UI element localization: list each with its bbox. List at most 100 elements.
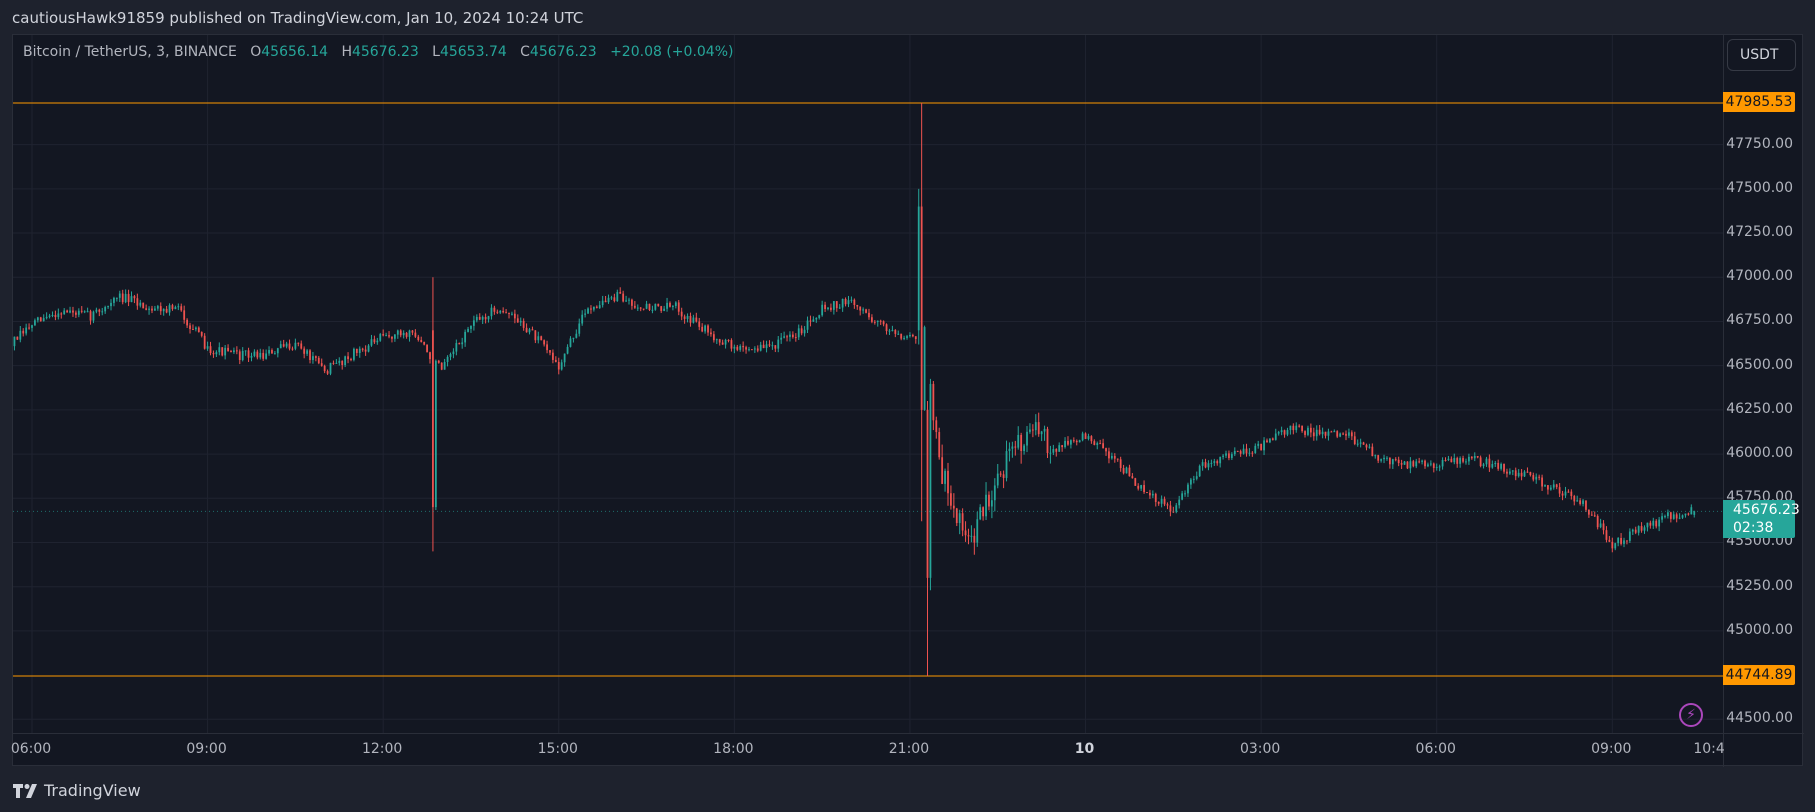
chart-pane[interactable] xyxy=(12,34,1804,767)
candle-body xyxy=(1157,501,1160,504)
candle-body xyxy=(1640,526,1643,531)
candle-body xyxy=(1336,431,1339,437)
candle-body xyxy=(914,336,917,340)
candle-body xyxy=(1602,523,1605,531)
candle-body xyxy=(830,307,832,310)
candle-body xyxy=(1438,466,1441,468)
candle-body xyxy=(1497,462,1500,469)
candle-body xyxy=(1233,450,1236,455)
candle-body xyxy=(1476,455,1479,458)
candle-body xyxy=(92,311,95,321)
candle-body xyxy=(60,313,63,315)
candle-body xyxy=(1236,450,1239,452)
candle-body xyxy=(1444,460,1447,462)
candle-body xyxy=(657,303,660,307)
candle-body xyxy=(1143,485,1145,493)
candle-body xyxy=(1295,425,1298,431)
candle-body xyxy=(1187,484,1189,494)
candle-body xyxy=(496,311,499,313)
candle-body xyxy=(1353,436,1356,444)
candle-body xyxy=(1514,470,1517,477)
candle-body xyxy=(777,339,780,349)
candle-body xyxy=(686,315,689,319)
candle-body xyxy=(920,206,923,410)
candle-body xyxy=(159,306,162,312)
candle-body xyxy=(89,311,92,321)
candle-body xyxy=(36,317,39,321)
candle-body xyxy=(888,330,891,332)
candle-body xyxy=(1587,509,1590,515)
candle-body xyxy=(1228,453,1230,459)
candle-body xyxy=(22,330,25,334)
candle-body xyxy=(824,304,826,309)
tradingview-logo-icon xyxy=(13,783,37,798)
candle-body xyxy=(276,348,279,354)
candle-body xyxy=(481,316,484,320)
candle-body xyxy=(727,339,730,341)
candle-body xyxy=(124,293,127,303)
lightning-icon[interactable]: ⚡ xyxy=(1679,703,1703,727)
candle-body xyxy=(1406,461,1409,469)
candle-body xyxy=(262,352,265,359)
brand-name: TradingView xyxy=(44,781,141,800)
candle-body xyxy=(177,306,180,308)
candle-body xyxy=(1289,425,1292,431)
candle-body xyxy=(83,311,86,313)
candle-body xyxy=(947,470,949,494)
candle-body xyxy=(631,299,633,306)
candle-body xyxy=(1388,457,1391,465)
candle-body xyxy=(499,310,502,313)
candle-body xyxy=(151,308,153,311)
time-label: 12:00 xyxy=(361,741,403,757)
candle-body xyxy=(1585,500,1587,510)
candle-body xyxy=(906,336,908,338)
candle-body xyxy=(508,312,510,314)
candle-body xyxy=(1119,459,1122,469)
candle-body xyxy=(98,309,101,312)
candle-body xyxy=(528,329,531,333)
candlestick-chart[interactable] xyxy=(13,35,1804,767)
candle-body xyxy=(909,334,911,337)
candle-body xyxy=(54,314,57,318)
candle-body xyxy=(677,302,680,312)
candle-body xyxy=(1271,438,1274,440)
symbol-title[interactable]: Bitcoin / TetherUS, 3, BINANCE xyxy=(23,44,237,60)
candle-body xyxy=(241,350,244,360)
candle-body xyxy=(613,297,616,302)
candle-body xyxy=(616,292,619,302)
candle-body xyxy=(121,293,124,303)
candle-body xyxy=(821,304,824,316)
candle-body xyxy=(376,340,379,343)
candle-body xyxy=(244,350,247,352)
candle-body xyxy=(473,320,475,326)
candle-body xyxy=(1371,446,1374,457)
close-value: 45676.23 xyxy=(529,44,597,60)
candle-body xyxy=(364,349,367,352)
candle-body xyxy=(338,360,341,363)
high-label: H xyxy=(341,44,352,60)
symbol-legend: Bitcoin / TetherUS, 3, BINANCE O45656.14… xyxy=(23,44,733,60)
candle-body xyxy=(118,293,121,298)
candle-body xyxy=(1506,471,1508,474)
candle-body xyxy=(194,327,197,330)
candle-body xyxy=(470,325,472,329)
candle-body xyxy=(748,349,750,351)
candle-body xyxy=(1356,443,1359,445)
candle-body xyxy=(235,350,238,352)
candle-body xyxy=(1690,507,1693,515)
currency-button[interactable]: USDT xyxy=(1727,39,1796,71)
candle-body xyxy=(1675,514,1678,519)
candle-body xyxy=(34,320,36,326)
candle-body xyxy=(786,336,788,338)
candle-body xyxy=(1672,514,1675,519)
candle-body xyxy=(1046,428,1049,453)
candle-body xyxy=(271,350,273,354)
candle-body xyxy=(674,302,677,306)
low-value: 45653.74 xyxy=(439,44,507,60)
candle-body xyxy=(1693,511,1696,515)
candle-body xyxy=(993,485,996,501)
price-label: 45250.00 xyxy=(1726,577,1793,594)
candle-body xyxy=(900,333,903,339)
candle-body xyxy=(759,344,762,351)
candle-body xyxy=(1570,491,1573,497)
